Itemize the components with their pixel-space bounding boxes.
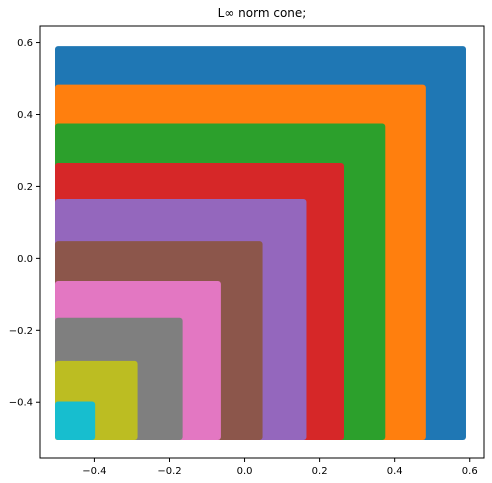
x-tick-label-5: 0.6 xyxy=(462,466,478,477)
y-tick-label-5: 0.6 xyxy=(17,38,33,49)
plot-frame xyxy=(39,25,485,459)
x-tick-label-4: 0.4 xyxy=(387,466,403,477)
y-tick-label-0: −0.4 xyxy=(9,398,33,409)
chart-title: L∞ norm cone; xyxy=(218,6,307,20)
x-tick-label-2: 0.0 xyxy=(237,466,253,477)
y-tick-label-1: −0.2 xyxy=(9,326,33,337)
x-tick-label-3: 0.2 xyxy=(312,466,328,477)
data-series-group xyxy=(55,46,466,441)
x-tick-label-0: −0.4 xyxy=(82,466,106,477)
axes-group: −0.4 −0.2 0.0 0.2 0.4 0.6 −0.4 −0.2 0.0 0.2 0.4 0.6 xyxy=(9,25,485,477)
series-square-9 xyxy=(55,401,96,441)
y-tick-label-4: 0.4 xyxy=(17,110,33,121)
y-tick-label-3: 0.2 xyxy=(17,182,33,193)
y-tick-label-2: 0.0 xyxy=(17,254,33,265)
x-tick-label-1: −0.2 xyxy=(157,466,181,477)
